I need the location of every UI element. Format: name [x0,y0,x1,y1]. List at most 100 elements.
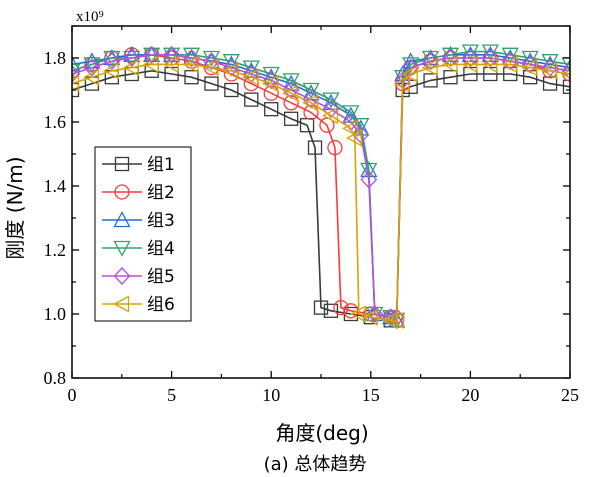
data-point [184,70,199,85]
data-point [264,102,279,117]
data-point [366,305,384,323]
data-point [422,52,439,71]
data-point [244,92,259,107]
data-point [263,85,279,101]
data-point [203,52,220,71]
data-point [542,76,558,91]
data-point [222,54,240,71]
data-point [327,139,343,156]
data-point [463,66,478,82]
data-point [282,84,299,102]
legend: 组1 组2 组3 组4 组5 组6 [94,146,192,322]
data-point [461,55,478,73]
y-tick-label: 1.0 [44,304,67,324]
data-point [503,66,518,82]
legend-item: 组6 [102,295,175,315]
data-point [182,55,199,73]
data-point [322,100,340,119]
data-point [562,79,570,94]
data-point [501,52,519,71]
data-point [122,59,139,77]
data-point [303,104,319,121]
data-point [183,49,200,67]
data-point [481,55,498,73]
figure-caption: (a) 总体趋势 [264,454,367,475]
series-5 [72,45,570,327]
x-tick-label: 15 [362,385,380,405]
data-point [481,44,499,61]
data-point [541,62,558,80]
data-point [361,308,378,326]
data-point [72,63,81,80]
data-point [302,90,320,109]
data-point [360,170,378,189]
data-point [381,311,398,329]
legend-item: 组3 [102,211,175,231]
legend-item: 组5 [102,267,175,287]
data-point [302,94,319,112]
legend-item: 组4 [102,239,175,259]
data-point [521,50,539,67]
data-point [421,59,438,77]
legend-marker [113,240,131,257]
data-point [72,65,81,83]
legend-label: 组5 [147,267,175,287]
data-point [262,66,280,83]
data-point [142,55,159,73]
data-point [242,65,260,83]
y-tick-label: 1.2 [44,240,67,260]
data-point [83,58,101,77]
data-point [521,59,538,77]
series-line [72,69,570,322]
data-point [382,308,400,327]
data-point [302,82,320,99]
legend-label: 组1 [147,155,175,175]
data-point [222,62,239,80]
data-point [123,49,141,67]
data-point [523,70,538,85]
y-tick-label: 1.4 [44,176,67,196]
series-6 [72,55,570,329]
data-point [283,95,299,111]
data-point [322,107,339,125]
data-point [242,60,260,77]
legend-marker [113,267,131,285]
data-point [164,66,179,82]
data-point [222,58,240,77]
data-point [501,55,518,73]
x-tick-label: 0 [68,385,77,405]
data-point [441,47,460,64]
data-point [443,70,458,85]
data-point [442,49,459,67]
data-point [72,75,80,93]
data-point [561,57,570,74]
legend-label: 组4 [147,239,175,259]
data-point [162,55,179,73]
legend-box [94,146,192,322]
y-tick-label: 0.8 [44,368,67,388]
y-axis-title: 刚度 (N/m) [3,156,27,259]
legend-marker [114,156,130,172]
data-point [242,68,259,86]
data-point [103,52,121,71]
data-point [402,58,420,77]
data-point [262,75,279,93]
data-point [182,47,201,64]
x-tick-label: 25 [561,385,579,405]
data-point [262,71,280,90]
legend-label: 组2 [147,183,175,203]
legend-marker [113,211,131,228]
legend-label: 组6 [147,295,175,315]
data-point [462,49,479,67]
data-point [313,300,329,315]
data-point [360,162,378,179]
y-tick-label: 1.8 [44,48,67,68]
data-point [282,81,300,99]
data-point [387,311,404,329]
legend-marker [114,184,130,200]
data-point [143,45,161,64]
data-point [283,111,299,126]
x-axis-title: 角度(deg) [275,421,368,445]
data-point [401,65,418,83]
